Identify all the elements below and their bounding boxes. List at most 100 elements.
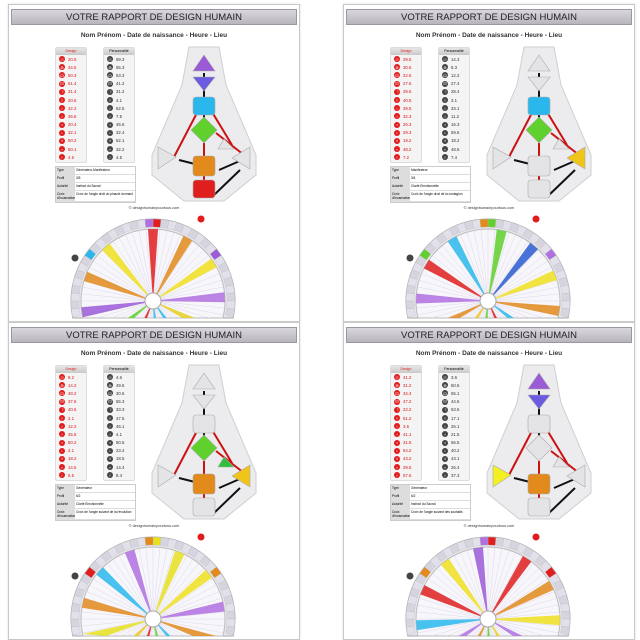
center-throat [192, 96, 216, 116]
wheel-spoke [145, 229, 154, 302]
wheel-spoke [487, 547, 496, 620]
design-gate-row: ♂ 32.3 [391, 112, 421, 120]
personality-gate-row: ⊕ 50.6 [439, 381, 469, 389]
gate-cell [144, 218, 154, 228]
activation-wedge [153, 550, 185, 619]
wheel-spoke [152, 232, 175, 302]
gate-value: 54.2 [403, 448, 412, 454]
design-gate-row: ♂ 45.5 [56, 430, 86, 438]
personality-sun-marker [71, 572, 79, 580]
gate-cell [71, 626, 81, 636]
wheel-spoke [466, 550, 489, 620]
design-gate-row: ♆ 14.6 [56, 463, 86, 471]
wheel-spoke [487, 563, 534, 620]
gate-value: 29.3 [403, 130, 412, 136]
planet-icon: ☉ [59, 56, 65, 63]
personality-gate-row: ☋ 44.6 [439, 398, 469, 406]
center-throat [527, 414, 551, 434]
personality-gate-row: ☽ 63.6 [439, 406, 469, 414]
personality-gate-row: ♀ 62.5 [104, 104, 134, 112]
design-gate-row: ♄ 29.3 [391, 129, 421, 137]
gate-value: 34.4 [403, 390, 412, 396]
wheel-spoke [89, 266, 154, 302]
wheel-spoke [487, 255, 544, 302]
planet-icon: ♆ [59, 146, 65, 153]
gate-value: 11.2 [451, 113, 460, 119]
info-label: Autorité [391, 183, 410, 190]
planet-icon: ♇ [394, 472, 400, 479]
info-row: Profil 6/2 [56, 493, 135, 501]
planet-icon: ☽ [394, 88, 400, 95]
design-gate-row: ♀ 42.2 [56, 104, 86, 112]
info-row: Croix d'Incarnation Croix de l'angle suiv… [56, 509, 135, 520]
planet-icon: ☊ [394, 390, 400, 397]
design-gate-row: ⊕ 31.2 [391, 381, 421, 389]
gate-cell [561, 610, 571, 620]
activation-wedge [153, 258, 217, 301]
personality-gate-row: ☽ 33.3 [104, 406, 134, 414]
gate-cell [487, 218, 497, 228]
wheel-spoke [152, 567, 205, 620]
bodygraph [151, 364, 257, 520]
planet-icon: ☽ [394, 406, 400, 413]
wheel-spoke [487, 548, 503, 620]
personality-gate-row: ♂ 7.5 [104, 112, 134, 120]
wheel-spoke [419, 597, 489, 620]
report-title: VOTRE RAPPORT DE DESIGN HUMAIN [11, 9, 297, 25]
info-value: Générateur [411, 486, 428, 490]
design-gate-row: ☿ 51.2 [391, 414, 421, 422]
planet-icon: ♇ [442, 154, 448, 161]
planet-icon: ♄ [107, 447, 113, 454]
design-table: Design ☉ 20.5 ⊕ 34.5 ☊ 50.3 ☋ 61.4 ☽ 31.4 ☿ 20.6 ♀ 42.… [55, 47, 87, 163]
wheel-spoke [152, 286, 224, 302]
gate-value: 27.6 [403, 81, 412, 87]
activation-wedge [488, 556, 532, 619]
wheel-spoke [442, 245, 489, 302]
personality-gate-row: ♀ 46.1 [104, 422, 134, 430]
design-gate-row: ♅ 18.2 [56, 455, 86, 463]
planet-icon: ♀ [59, 423, 65, 430]
center-head [192, 54, 216, 72]
personality-table: Personnalité ☉ 14.3 ⊕ 8.3 ☊ 12.2 ☋ 27.4 ☽ 28.4 ☿ 3.1… [438, 47, 470, 163]
design-header: Design [56, 366, 86, 373]
wheel-spoke [152, 563, 199, 620]
design-gate-row: ☋ 47.2 [391, 398, 421, 406]
design-gate-row: ♇ 4.5 [56, 153, 86, 161]
personality-gate-row: ♅ 62.1 [104, 137, 134, 145]
channel-line [213, 169, 241, 196]
gate-cell [479, 536, 489, 546]
copyright: © designhumainpourtous.com [128, 206, 180, 210]
personality-gate-row: ⊕ 8.3 [439, 63, 469, 71]
planet-icon: ☽ [59, 88, 65, 95]
center-root [527, 497, 551, 517]
center-ajna [192, 394, 216, 410]
design-gate-row: ⊕ 14.2 [56, 381, 86, 389]
design-gate-row: ☊ 22.6 [391, 71, 421, 79]
personality-gate-row: ☊ 63.3 [104, 71, 134, 79]
planet-icon: ☿ [442, 97, 448, 104]
gate-value: 8.3 [451, 64, 457, 70]
design-gate-row: ☉ 41.2 [391, 373, 421, 381]
design-gate-row: ♇ 7.2 [391, 153, 421, 161]
gate-value: 41.1 [403, 431, 412, 437]
gate-cell [136, 537, 146, 547]
gate-value: 29.5 [403, 464, 412, 470]
activation-wedge [96, 567, 153, 619]
info-row: Type Générateur [56, 485, 135, 493]
gate-value: 47.5 [116, 415, 125, 421]
wheel-spoke [487, 604, 559, 620]
design-sun-marker [197, 215, 205, 223]
center-g [525, 434, 553, 462]
gate-cell [471, 537, 481, 547]
center-spleen [492, 146, 512, 170]
wheel-spoke [152, 584, 217, 620]
personality-gate-row: ♃ 56.5 [439, 439, 469, 447]
wheel-spoke [487, 567, 540, 620]
planet-icon: ☿ [394, 97, 400, 104]
gate-value: 51.2 [403, 415, 412, 421]
wheel-spoke [152, 229, 161, 302]
gate-cell [152, 536, 162, 546]
wheel-spoke [436, 567, 489, 620]
personality-table: Personnalité ☉ 59.3 ⊕ 55.3 ☊ 63.3 ☋ 41.2 ☽ 31.2 ☿ 4.… [103, 47, 135, 163]
planet-icon: ♀ [107, 423, 113, 430]
